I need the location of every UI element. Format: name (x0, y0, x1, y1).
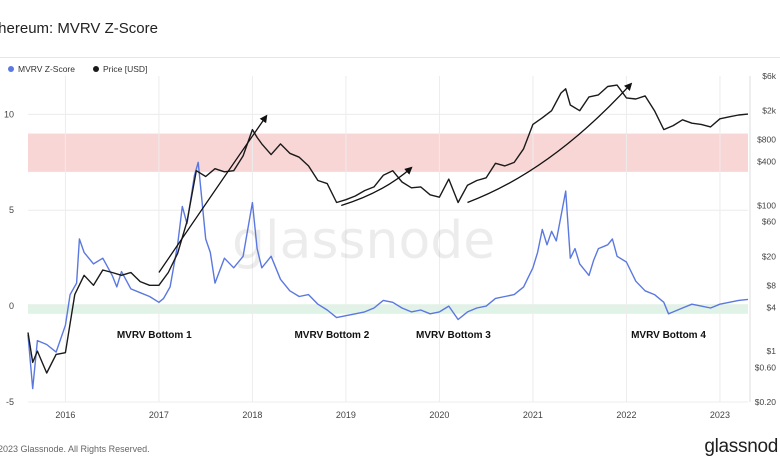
price-line (27, 84, 749, 374)
x-tick-2020: 2020 (429, 410, 449, 420)
page-title: thereum: MVRV Z-Score (0, 20, 158, 37)
legend-item-zscore[interactable]: MVRV Z-Score (8, 64, 75, 74)
y-left-tick--5: -5 (6, 397, 14, 407)
annotation-bottom-4: MVRV Bottom 4 (631, 330, 706, 341)
y-right-tick-7: $8 (767, 280, 777, 290)
copyright-text: 2023 Glassnode. All Rights Reserved. (0, 444, 150, 454)
annotation-bottom-2: MVRV Bottom 2 (294, 330, 369, 341)
legend-dot-price (93, 66, 99, 72)
y-right-tick-0: $6k (762, 71, 776, 81)
trend-arrow-1 (158, 114, 268, 273)
y-left-tick-0: 0 (9, 301, 14, 311)
annotation-bottom-3: MVRV Bottom 3 (416, 330, 491, 341)
legend-label-zscore: MVRV Z-Score (18, 64, 75, 74)
x-tick-2022: 2022 (616, 410, 636, 420)
zscore-line (27, 161, 749, 390)
zone-bands (28, 133, 748, 314)
x-tick-2017: 2017 (149, 410, 169, 420)
header-divider (0, 57, 780, 58)
y-right-tick-6: $20 (762, 251, 776, 261)
y-right-tick-2: $800 (757, 135, 776, 145)
trend-arrow-3 (467, 82, 633, 204)
y-left-tick-5: 5 (9, 205, 14, 215)
watermark: glassnode (232, 211, 495, 271)
annotations: MVRV Bottom 1 MVRV Bottom 2 MVRV Bottom 3 M… (117, 330, 707, 341)
x-tick-2016: 2016 (55, 410, 75, 420)
y-right-tick-3: $400 (757, 157, 776, 167)
x-tick-2023: 2023 (710, 410, 730, 420)
x-tick-2019: 2019 (336, 410, 356, 420)
annotation-bottom-1: MVRV Bottom 1 (117, 330, 192, 341)
x-tick-2018: 2018 (242, 410, 262, 420)
series-lines (27, 84, 749, 390)
y-right-tick-4: $100 (757, 200, 776, 210)
y-right-tick-1: $2k (762, 106, 776, 116)
legend-label-price: Price [USD] (103, 64, 148, 74)
brand-logo[interactable]: glassnod (704, 436, 778, 457)
y-right-tick-8: $4 (767, 302, 777, 312)
y-right-tick-11: $0.20 (755, 397, 777, 407)
y-right-tick-9: $1 (767, 346, 777, 356)
band-green (28, 304, 748, 314)
trend-arrows (158, 82, 633, 273)
legend-dot-zscore (8, 66, 14, 72)
axes: 2016 2017 2018 2019 2020 2021 2022 2023 10 5 0 -5 $6… (4, 71, 777, 420)
trend-arrow-2 (341, 166, 413, 207)
legend-item-price[interactable]: Price [USD] (93, 64, 147, 74)
chart-legend[interactable]: MVRV Z-Score Price [USD] (8, 64, 147, 74)
x-tick-2021: 2021 (523, 410, 543, 420)
y-right-tick-10: $0.60 (755, 362, 777, 372)
band-red (28, 133, 748, 172)
y-left-tick-10: 10 (4, 109, 14, 119)
y-right-tick-5: $60 (762, 217, 776, 227)
grid-lines (28, 76, 748, 403)
